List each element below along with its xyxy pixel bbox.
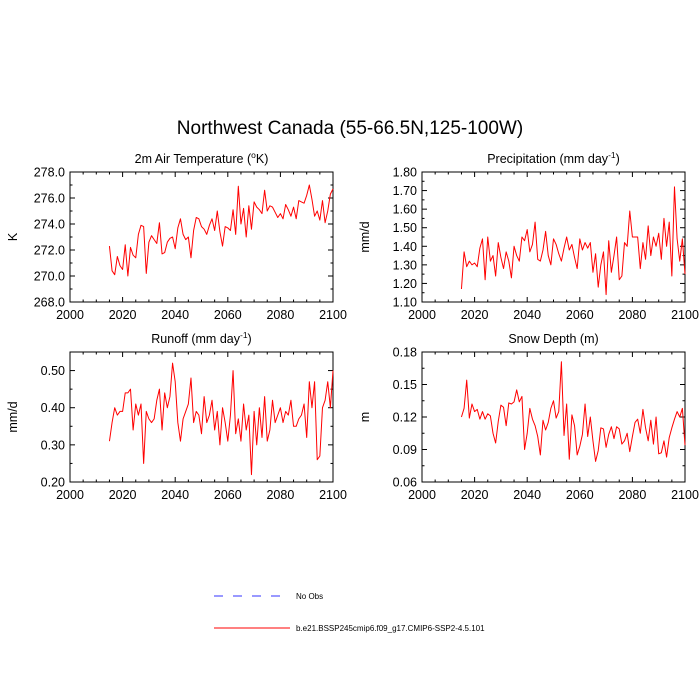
y-axis-label-snow-depth: m bbox=[358, 412, 372, 422]
x-tick-label: 2040 bbox=[513, 308, 541, 322]
panel-title-main: Runoff (mm day bbox=[151, 332, 240, 346]
x-tick-label: 2080 bbox=[266, 308, 294, 322]
x-tick-label: 2000 bbox=[56, 488, 84, 502]
panel-precipitation: Precipitation (mm day-1) 2000 2020 2040 2060… bbox=[358, 150, 699, 322]
y-tick-label: 0.40 bbox=[41, 401, 65, 415]
y-tick-label: 0.30 bbox=[41, 438, 65, 452]
y-tick-label: 270.0 bbox=[34, 270, 65, 284]
y-tick-label: 0.50 bbox=[41, 364, 65, 378]
x-tick-label: 2100 bbox=[671, 488, 699, 502]
panel-title-sup: -1 bbox=[608, 150, 616, 160]
y-axis-label-precipitation: mm/d bbox=[358, 221, 372, 252]
panel-title-sup: -1 bbox=[240, 330, 248, 340]
x-tick-label: 2060 bbox=[214, 308, 242, 322]
y-tick-label: 1.70 bbox=[393, 184, 417, 198]
x-tick-label: 2080 bbox=[618, 488, 646, 502]
y-tick-label: 276.0 bbox=[34, 192, 65, 206]
x-tick-label: 2020 bbox=[109, 308, 137, 322]
x-tick-label: 2020 bbox=[461, 488, 489, 502]
x-tick-label: 2100 bbox=[671, 308, 699, 322]
x-tick-label: 2020 bbox=[461, 308, 489, 322]
y-tick-label: 1.30 bbox=[393, 258, 417, 272]
series-line-snow-depth bbox=[460, 361, 686, 462]
panel-title-tail: ) bbox=[616, 152, 620, 166]
legend-label-no-obs: No Obs bbox=[296, 592, 323, 601]
y-tick-label: 0.15 bbox=[393, 378, 417, 392]
panel-temperature: 2m Air Temperature (oK) 2000 2020 2040 2060 2… bbox=[6, 150, 347, 322]
y-tick-label: 268.0 bbox=[34, 296, 65, 310]
figure-title: Northwest Canada (55-66.5N,125-100W) bbox=[177, 118, 523, 139]
y-tick-label: 0.06 bbox=[393, 476, 417, 490]
y-tick-label: 0.12 bbox=[393, 411, 417, 425]
panel-title-main: Precipitation (mm day bbox=[487, 152, 609, 166]
panel-title-tail: ) bbox=[248, 332, 252, 346]
y-tick-label: 1.60 bbox=[393, 203, 417, 217]
y-axis-label-temperature: K bbox=[6, 232, 20, 241]
panel-title-tail: K) bbox=[256, 152, 269, 166]
x-tick-label: 2080 bbox=[266, 488, 294, 502]
y-tick-label: 1.50 bbox=[393, 221, 417, 235]
x-tick-label: 2000 bbox=[408, 488, 436, 502]
series-line-runoff bbox=[108, 362, 334, 476]
x-tick-label: 2060 bbox=[566, 488, 594, 502]
x-tick-label: 2060 bbox=[566, 308, 594, 322]
y-tick-label: 0.09 bbox=[393, 443, 417, 457]
x-tick-label: 2000 bbox=[56, 308, 84, 322]
x-tick-label: 2040 bbox=[161, 488, 189, 502]
x-tick-label: 2000 bbox=[408, 308, 436, 322]
y-tick-label: 278.0 bbox=[34, 166, 65, 180]
panel-title-main: Snow Depth (m) bbox=[508, 332, 598, 346]
y-tick-label: 274.0 bbox=[34, 218, 65, 232]
x-tick-label: 2040 bbox=[513, 488, 541, 502]
panel-title-main: 2m Air Temperature ( bbox=[135, 152, 252, 166]
y-tick-label: 1.20 bbox=[393, 277, 417, 291]
y-tick-label: 1.10 bbox=[393, 296, 417, 310]
series-line-temperature bbox=[108, 184, 334, 277]
x-tick-label: 2100 bbox=[319, 488, 347, 502]
y-tick-label: 1.80 bbox=[393, 166, 417, 180]
panel-title-temperature: 2m Air Temperature (oK) bbox=[135, 150, 269, 166]
panel-title-precipitation: Precipitation (mm day-1) bbox=[487, 150, 620, 166]
x-tick-label: 2020 bbox=[109, 488, 137, 502]
panel-title-snow-depth: Snow Depth (m) bbox=[508, 332, 598, 346]
panel-title-runoff: Runoff (mm day-1) bbox=[151, 330, 251, 346]
y-tick-label: 272.0 bbox=[34, 244, 65, 258]
legend-label-model: b.e21.BSSP245cmip6.f09_g17.CMIP6-SSP2-4.… bbox=[296, 624, 485, 633]
plot-frame-runoff bbox=[69, 351, 334, 483]
panels: 2m Air Temperature (oK)2000 2020 2040 2060 2… bbox=[6, 150, 699, 502]
x-tick-label: 2040 bbox=[161, 308, 189, 322]
panel-runoff: Runoff (mm day-1) 2000 2020 2040 2060 2080 210… bbox=[6, 330, 347, 502]
legend: No Obs b.e21.BSSP245cmip6.f09_g17.CMIP6-… bbox=[214, 592, 485, 633]
x-tick-label: 2060 bbox=[214, 488, 242, 502]
y-tick-label: 0.18 bbox=[393, 346, 417, 360]
plot-frame-temperature bbox=[69, 171, 334, 303]
series-line-precipitation bbox=[460, 186, 686, 296]
x-tick-label: 2080 bbox=[618, 308, 646, 322]
x-tick-label: 2100 bbox=[319, 308, 347, 322]
y-axis-label-runoff: mm/d bbox=[6, 401, 20, 432]
panel-title-sup: o bbox=[251, 150, 256, 160]
panel-snow-depth: Snow Depth (m) 2000 2020 2040 2060 2080 2100 0.… bbox=[358, 332, 699, 502]
y-tick-label: 1.40 bbox=[393, 240, 417, 254]
y-tick-label: 0.20 bbox=[41, 476, 65, 490]
